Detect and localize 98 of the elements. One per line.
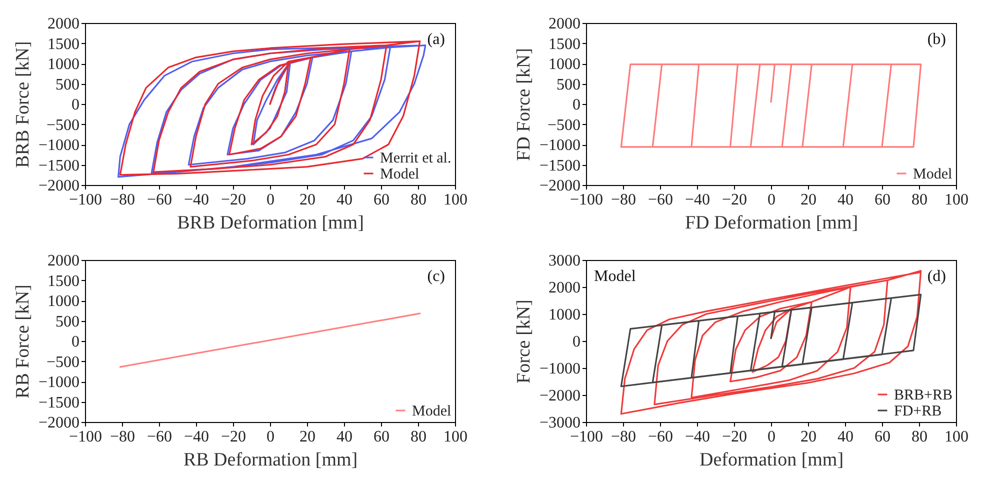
- y-tick-label: 500: [56, 313, 80, 330]
- annotation: (d): [927, 268, 946, 285]
- y-tick-label: 3000: [548, 252, 580, 270]
- x-tick-label: −80: [110, 192, 136, 208]
- x-tick-label: 60: [374, 428, 390, 446]
- legend-label: Model: [412, 404, 452, 420]
- y-tick-label: −1000: [38, 374, 80, 391]
- x-tick-label: −60: [146, 428, 172, 446]
- y-tick-label: 2000: [548, 280, 580, 296]
- x-tick-label: 20: [800, 428, 816, 446]
- x-tick-label: 100: [944, 192, 968, 208]
- x-tick-label: 20: [300, 428, 316, 446]
- x-tick-label: 60: [874, 192, 890, 208]
- y-tick-label: −2000: [539, 388, 580, 404]
- y-tick-label: −2000: [38, 414, 80, 432]
- annotation: (b): [927, 31, 946, 48]
- y-tick-label: 1000: [48, 56, 80, 73]
- x-tick-label: −40: [684, 428, 710, 446]
- x-tick-label: −100: [570, 428, 604, 446]
- y-tick-label: 500: [556, 76, 580, 94]
- y-tick-label: 2000: [548, 16, 580, 32]
- x-tick-label: 0: [768, 192, 776, 208]
- y-axis-title: BRB Force [kN]: [12, 41, 34, 168]
- x-tick-label: 40: [838, 428, 854, 446]
- y-tick-label: −3000: [539, 414, 580, 432]
- x-tick-label: −40: [684, 192, 710, 208]
- x-axis-title: Deformation [mm]: [699, 450, 844, 470]
- y-tick-label: −2000: [38, 178, 80, 194]
- y-tick-label: 1500: [48, 36, 80, 53]
- x-tick-label: 40: [336, 192, 352, 208]
- x-tick-label: −100: [570, 192, 604, 208]
- x-tick-label: 20: [800, 192, 816, 208]
- y-axis-title: RB Force [kN]: [12, 284, 34, 398]
- x-axis-title: RB Deformation [mm]: [183, 450, 358, 470]
- x-tick-label: 100: [444, 192, 468, 208]
- y-axis-title: Force [kN]: [513, 300, 534, 384]
- legend-label: Model: [913, 166, 952, 182]
- x-tick-label: −80: [610, 428, 636, 446]
- x-tick-label: −20: [220, 428, 246, 446]
- line-series: [620, 294, 922, 388]
- annotation: Model: [594, 268, 636, 285]
- x-tick-label: 60: [374, 192, 390, 208]
- y-tick-label: 0: [572, 334, 580, 350]
- x-tick-label: −40: [184, 192, 210, 208]
- y-tick-label: −1500: [38, 157, 80, 174]
- y-tick-label: −1000: [38, 137, 80, 154]
- y-tick-label: −1500: [539, 157, 580, 174]
- x-tick-label: 80: [912, 428, 928, 446]
- x-tick-label: 0: [266, 192, 274, 208]
- y-tick-label: 2000: [48, 252, 80, 270]
- x-tick-label: −100: [68, 192, 102, 208]
- x-tick-label: −80: [110, 428, 136, 446]
- y-tick-label: −500: [46, 354, 80, 371]
- annotation: (a): [427, 31, 445, 48]
- x-tick-label: 40: [838, 192, 854, 208]
- y-tick-label: 0: [572, 96, 580, 114]
- y-tick-label: −1000: [539, 137, 580, 154]
- x-tick-label: 20: [300, 192, 316, 208]
- y-tick-label: 1000: [548, 306, 580, 324]
- x-tick-label: 80: [410, 192, 426, 208]
- x-axis-title: FD Deformation [mm]: [684, 212, 858, 234]
- x-tick-label: −20: [220, 192, 246, 208]
- y-tick-label: 2000: [48, 16, 80, 32]
- annotation: (c): [427, 268, 445, 285]
- x-tick-label: −20: [722, 192, 748, 208]
- y-tick-label: −1500: [38, 394, 80, 412]
- x-tick-label: −60: [146, 192, 172, 208]
- y-axis-title: FD Force [kN]: [513, 48, 534, 161]
- y-tick-label: 500: [56, 76, 80, 94]
- legend-label: FD+RB: [894, 404, 942, 420]
- legend-label: Merrit et al.: [380, 150, 452, 166]
- y-tick-label: 0: [72, 96, 80, 114]
- y-tick-label: −2000: [539, 178, 580, 194]
- legend-label: BRB+RB: [894, 388, 952, 404]
- x-tick-label: 0: [266, 428, 274, 446]
- y-tick-label: 0: [72, 334, 80, 350]
- y-tick-label: −1000: [539, 360, 580, 378]
- x-tick-label: −20: [722, 428, 748, 446]
- x-tick-label: −80: [610, 192, 636, 208]
- x-tick-label: 80: [410, 428, 426, 446]
- x-axis-title: BRB Deformation [mm]: [177, 212, 364, 234]
- y-tick-label: 1000: [48, 293, 80, 310]
- x-tick-label: 0: [768, 428, 776, 446]
- x-tick-label: 80: [912, 192, 928, 208]
- x-tick-label: 100: [944, 428, 968, 446]
- x-tick-label: 100: [444, 428, 468, 446]
- x-tick-label: 40: [336, 428, 352, 446]
- y-tick-label: 1500: [548, 36, 580, 53]
- x-tick-label: −100: [68, 428, 102, 446]
- y-tick-label: 1000: [548, 56, 580, 73]
- legend-label: Model: [380, 166, 420, 182]
- x-tick-label: 60: [874, 428, 890, 446]
- x-tick-label: −40: [184, 428, 210, 446]
- y-tick-label: −500: [547, 116, 580, 134]
- x-tick-label: −60: [648, 428, 674, 446]
- y-tick-label: 1500: [48, 272, 80, 290]
- x-tick-label: −60: [648, 192, 674, 208]
- y-tick-label: −500: [46, 116, 80, 134]
